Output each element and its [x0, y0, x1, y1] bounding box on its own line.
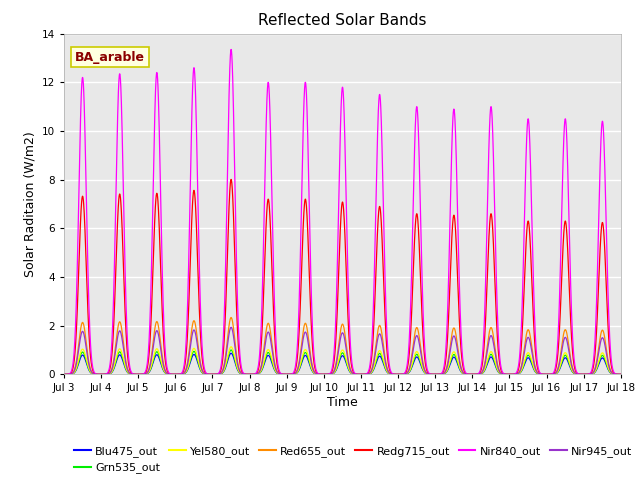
Title: Reflected Solar Bands: Reflected Solar Bands [258, 13, 427, 28]
Text: BA_arable: BA_arable [75, 51, 145, 64]
X-axis label: Time: Time [327, 396, 358, 409]
Legend: Blu475_out, Grn535_out, Yel580_out, Red655_out, Redg715_out, Nir840_out, Nir945_: Blu475_out, Grn535_out, Yel580_out, Red6… [70, 442, 637, 478]
Y-axis label: Solar Raditaion (W/m2): Solar Raditaion (W/m2) [23, 131, 36, 277]
